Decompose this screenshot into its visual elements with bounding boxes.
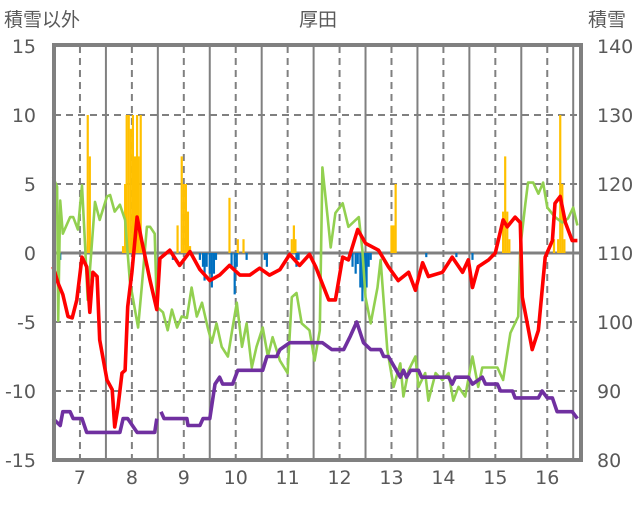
y-left-tick-label: -5 xyxy=(17,312,36,334)
blue-bar xyxy=(205,253,208,267)
blue-bar xyxy=(235,253,238,267)
orange-bar xyxy=(184,184,187,253)
blue-bar xyxy=(214,253,218,260)
orange-bar xyxy=(176,225,179,253)
orange-bar xyxy=(133,156,137,253)
orange-bar xyxy=(552,239,556,253)
y-right-tick-label: 120 xyxy=(597,174,633,196)
green-series-line xyxy=(51,166,579,402)
purple-series-line xyxy=(51,320,579,435)
y-left-tick-label: 5 xyxy=(24,174,36,196)
chart-title: 厚田 xyxy=(299,9,337,31)
blue-bar xyxy=(198,253,201,260)
orange-bar xyxy=(180,156,183,253)
orange-bar xyxy=(563,239,566,253)
blue-bar xyxy=(212,253,216,274)
blue-bar xyxy=(210,253,213,288)
x-tick-label: 15 xyxy=(483,467,507,489)
orange-bar xyxy=(137,156,140,253)
blue-bar xyxy=(351,253,354,267)
x-tick-label: 10 xyxy=(224,467,248,489)
blue-bar xyxy=(233,253,236,295)
blue-bar xyxy=(369,253,372,260)
blue-bar xyxy=(263,253,266,260)
orange-bar xyxy=(504,156,507,253)
orange-bar xyxy=(394,184,397,253)
orange-bar xyxy=(557,239,560,253)
orange-bar xyxy=(290,239,293,253)
x-tick-label: 11 xyxy=(276,467,300,489)
y-left-tick-label: -10 xyxy=(5,381,36,403)
orange-bar xyxy=(502,211,505,253)
y-left-tick-label: -15 xyxy=(5,450,36,472)
red-series-line xyxy=(51,194,578,429)
right-axis-label: 積雪 xyxy=(588,9,626,31)
plot-frame xyxy=(52,43,583,462)
orange-bar xyxy=(125,115,128,253)
orange-bar xyxy=(86,115,89,253)
orange-bar xyxy=(559,115,562,253)
orange-bar xyxy=(294,239,297,253)
series-lines xyxy=(51,166,579,435)
orange-bar xyxy=(127,115,130,253)
blue-bar xyxy=(297,253,300,260)
orange-bar xyxy=(135,115,139,253)
y-right-tick-label: 80 xyxy=(597,450,621,472)
blue-bar xyxy=(354,253,357,274)
orange-bar xyxy=(131,115,135,253)
x-tick-label: 12 xyxy=(327,467,351,489)
orange-bar xyxy=(139,115,142,253)
blue-bar xyxy=(455,253,458,258)
y-right-tick-label: 140 xyxy=(597,36,633,58)
blue-bar xyxy=(203,253,206,281)
x-tick-label: 9 xyxy=(178,467,190,489)
orange-bar xyxy=(228,197,231,253)
blue-bar xyxy=(245,253,248,260)
y-left-tick-label: 15 xyxy=(12,36,36,58)
orange-bar xyxy=(390,225,393,253)
bars xyxy=(59,115,566,302)
x-tick-label: 13 xyxy=(379,467,403,489)
y-right-tick-label: 90 xyxy=(597,381,621,403)
y-right-tick-label: 130 xyxy=(597,105,633,127)
blue-bar xyxy=(201,253,205,267)
y-right-tick-label: 110 xyxy=(597,243,633,265)
y-right-tick-label: 100 xyxy=(597,312,633,334)
blue-bar xyxy=(365,253,368,288)
blue-bar xyxy=(230,253,233,267)
blue-bar xyxy=(471,253,474,260)
orange-bar xyxy=(188,246,192,253)
orange-bar xyxy=(88,156,91,253)
orange-bar xyxy=(292,225,295,253)
orange-bar xyxy=(182,184,185,253)
x-tick-label: 7 xyxy=(74,467,86,489)
left-axis-label: 積雪以外 xyxy=(4,9,80,31)
orange-bar xyxy=(392,225,395,253)
tick-labels: 7 8 9 10 11 12 13 14 15 16 15 10 5 0 -5 -10 -15 140 130 120… xyxy=(5,36,633,489)
blue-bar xyxy=(425,253,428,258)
blue-bar xyxy=(361,253,364,302)
blue-bar xyxy=(359,253,362,288)
blue-bar xyxy=(367,253,370,267)
x-tick-label: 14 xyxy=(431,467,455,489)
orange-bar xyxy=(121,246,125,253)
y-left-tick-label: 0 xyxy=(24,243,36,265)
x-tick-label: 16 xyxy=(535,467,559,489)
orange-bar xyxy=(129,128,132,253)
y-left-tick-label: 10 xyxy=(12,105,36,127)
blue-bar xyxy=(265,253,268,267)
orange-bar xyxy=(242,239,245,253)
blue-bar xyxy=(208,253,211,274)
x-tick-label: 8 xyxy=(126,467,138,489)
orange-bar xyxy=(561,184,564,253)
orange-bar xyxy=(186,211,190,253)
orange-bar xyxy=(506,211,509,253)
orange-bar xyxy=(508,239,511,253)
blue-bar xyxy=(356,253,359,265)
orange-bar xyxy=(236,239,239,253)
